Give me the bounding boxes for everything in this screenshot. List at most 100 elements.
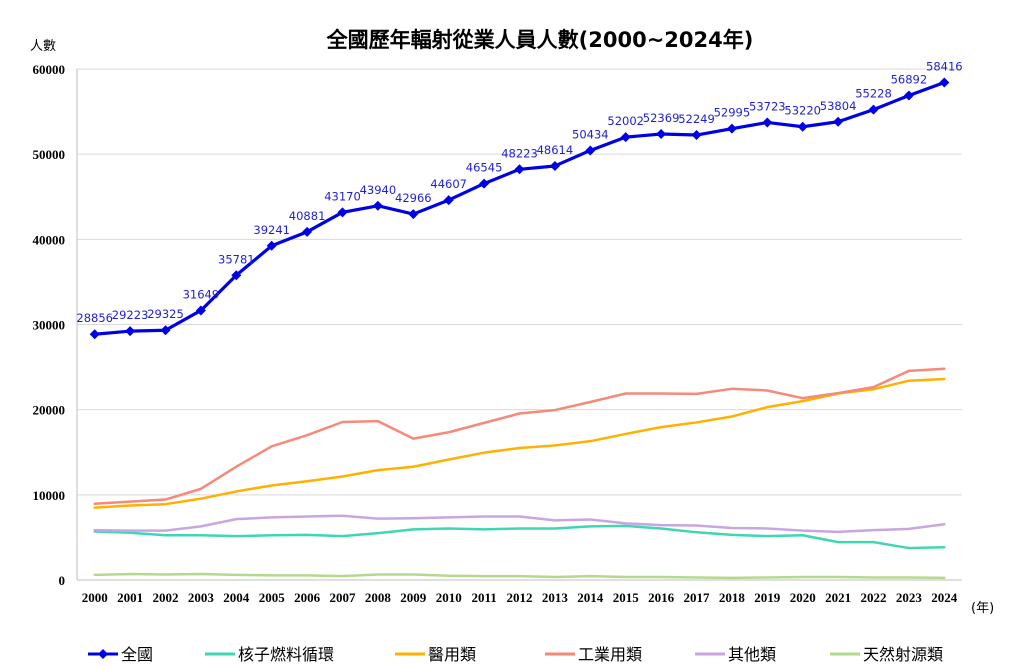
data-point xyxy=(691,130,702,141)
x-tick-label: 2011 xyxy=(471,590,496,605)
data-label: 50434 xyxy=(572,127,609,141)
chart-title: 全國歷年輻射從業人員人數(2000~2024年) xyxy=(326,28,754,52)
legend-label: 核子燃料循環 xyxy=(238,645,334,664)
x-tick-label: 2015 xyxy=(613,590,640,605)
y-tick-label: 40000 xyxy=(33,232,66,247)
legend-item-4: 其他類 xyxy=(695,645,776,664)
data-label: 48614 xyxy=(537,143,574,157)
x-tick-label: 2002 xyxy=(153,590,179,605)
data-point xyxy=(726,123,737,134)
series-lines xyxy=(89,77,950,580)
data-label: 40881 xyxy=(289,209,326,223)
data-point xyxy=(125,326,136,337)
x-tick-label: 2013 xyxy=(542,590,569,605)
series-line-5 xyxy=(93,572,946,580)
legend-item-5: 天然射源類 xyxy=(830,645,943,664)
data-point xyxy=(620,132,631,143)
legend-label: 其他類 xyxy=(728,645,776,664)
x-tick-label: 2014 xyxy=(577,590,604,605)
series-line-1 xyxy=(93,524,946,550)
series-line-0 xyxy=(93,80,946,336)
data-label: 53804 xyxy=(820,99,857,113)
data-point xyxy=(833,116,844,127)
x-tick-label: 2024 xyxy=(931,590,958,605)
legend-label: 全國 xyxy=(121,645,153,664)
y-tick-label: 30000 xyxy=(33,318,66,333)
legend-item-0: 全國 xyxy=(88,645,153,664)
legend-item-2: 醫用類 xyxy=(395,645,476,664)
data-label: 42966 xyxy=(395,191,432,205)
x-tick-label: 2010 xyxy=(436,590,462,605)
data-label: 35781 xyxy=(218,252,255,266)
x-tick-label: 2004 xyxy=(223,590,250,605)
data-label: 52995 xyxy=(714,106,751,120)
data-point xyxy=(231,270,242,281)
x-tick-label: 2020 xyxy=(790,590,816,605)
data-point xyxy=(939,77,950,88)
y-tick-label: 10000 xyxy=(33,488,66,503)
data-label: 48223 xyxy=(501,146,538,160)
data-point xyxy=(797,121,808,132)
data-label: 39241 xyxy=(253,223,290,237)
data-label: 58416 xyxy=(926,59,963,73)
data-label: 52369 xyxy=(643,111,680,125)
legend-label: 醫用類 xyxy=(428,645,476,664)
y-tick-label: 60000 xyxy=(33,62,66,77)
legend-marker xyxy=(98,649,108,659)
x-axis-ticks: 2000 2001 2002 2003 2004 2005 2006 2007 2008 2009… xyxy=(82,590,958,605)
data-point xyxy=(868,104,879,115)
x-tick-label: 2019 xyxy=(754,590,781,605)
x-tick-label: 2006 xyxy=(294,590,321,605)
data-label: 46545 xyxy=(466,161,503,175)
data-point xyxy=(656,128,667,139)
data-label: 29223 xyxy=(112,308,149,322)
series-line-3 xyxy=(93,367,946,506)
x-tick-label: 2001 xyxy=(117,590,143,605)
data-point xyxy=(266,240,277,251)
data-point xyxy=(302,226,313,237)
data-point xyxy=(408,209,419,220)
legend-label: 天然射源類 xyxy=(863,645,943,664)
x-tick-label: 2016 xyxy=(648,590,675,605)
series-line-2 xyxy=(93,377,946,509)
y-tick-label: 20000 xyxy=(33,403,66,418)
data-point xyxy=(195,305,206,316)
data-point xyxy=(443,195,454,206)
legend-item-1: 核子燃料循環 xyxy=(205,645,334,664)
x-tick-label: 2023 xyxy=(896,590,923,605)
data-label: 44607 xyxy=(430,177,467,191)
data-point xyxy=(160,325,171,336)
data-label: 55228 xyxy=(855,87,892,101)
series-line-4 xyxy=(93,514,946,534)
data-point xyxy=(337,207,348,218)
data-label: 52002 xyxy=(607,114,644,128)
x-tick-label: 2005 xyxy=(259,590,286,605)
data-point xyxy=(89,329,100,340)
data-label: 56892 xyxy=(891,72,928,86)
x-tick-label: 2021 xyxy=(825,590,851,605)
data-label: 52249 xyxy=(678,112,715,126)
legend-label: 工業用類 xyxy=(578,645,642,664)
x-tick-label: 2007 xyxy=(330,590,357,605)
data-point xyxy=(479,178,490,189)
x-tick-label: 2022 xyxy=(861,590,887,605)
y-tick-label: 50000 xyxy=(33,147,66,162)
x-axis-label: (年) xyxy=(971,601,994,616)
data-label: 31649 xyxy=(183,287,220,301)
x-tick-label: 2017 xyxy=(684,590,711,605)
data-point xyxy=(903,90,914,101)
x-tick-label: 2003 xyxy=(188,590,215,605)
data-point xyxy=(549,160,560,171)
x-tick-label: 2009 xyxy=(400,590,427,605)
x-tick-label: 2000 xyxy=(82,590,108,605)
data-point xyxy=(514,164,525,175)
y-axis-label: 人數 xyxy=(30,39,56,54)
x-tick-label: 2008 xyxy=(365,590,392,605)
data-point xyxy=(372,200,383,211)
data-point xyxy=(762,117,773,128)
data-label: 29325 xyxy=(147,307,184,321)
data-label: 53220 xyxy=(784,104,821,118)
